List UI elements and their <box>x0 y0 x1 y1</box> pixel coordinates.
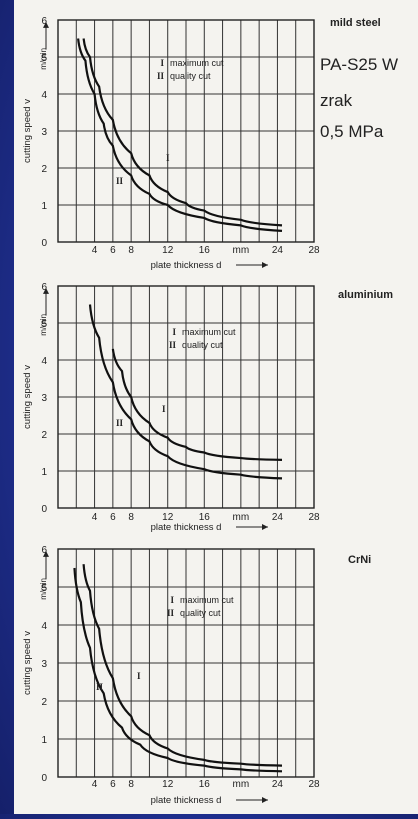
chart-1-x-axis-arrowhead <box>262 262 268 268</box>
chart-2-curve-mark-II: II <box>116 418 124 428</box>
chart-3-y-tick-2: 2 <box>41 697 47 708</box>
chart-2-curve-mark-I: I <box>162 404 166 414</box>
chart-1-legend-text-II: quality cut <box>170 71 211 81</box>
chart-2-legend-mark-I: I <box>172 327 176 337</box>
chart-2-y-tick-1: 1 <box>41 467 47 478</box>
chart-1-y-tick-6: 6 <box>41 16 47 27</box>
chart-1-x-tick-6: 24 <box>272 245 284 256</box>
chart-1-legend-text-I: maximum cut <box>170 58 224 68</box>
chart-3-plot-frame <box>57 548 315 778</box>
note-line-2: zrak <box>320 91 353 110</box>
chart-3-title: CrNi <box>348 554 371 566</box>
chart-2-x-tick-5: mm <box>233 512 250 523</box>
chart-3-y-tick-4: 4 <box>41 621 47 632</box>
chart-sheet: PA-S25 W zrak 0,5 MPa 0 1 2 3 4 5 6 4 6 8 12 16 mm 24… <box>14 0 418 814</box>
chart-1-y-tick-3: 3 <box>41 127 47 138</box>
chart-3-curve-mark-II: II <box>96 682 104 692</box>
chart-3-y-tick-5: 5 <box>41 583 47 594</box>
chart-3-x-tick-2: 8 <box>128 779 134 790</box>
chart-3-legend-text-I: maximum cut <box>180 595 234 605</box>
chart-1-y-unit-label: m/min <box>39 48 48 70</box>
chart-2-x-tick-1: 6 <box>110 512 116 523</box>
chart-2-y-tick-5: 5 <box>41 319 47 330</box>
chart-1-y-axis-arrowhead <box>43 21 49 28</box>
chart-3-series-I-line <box>82 564 283 767</box>
chart-1-x-tick-7: 28 <box>308 245 320 256</box>
note-line-3: 0,5 MPa <box>320 122 384 141</box>
chart-2-series-II-line <box>88 304 283 480</box>
note-line-1: PA-S25 W <box>320 55 398 74</box>
chart-3-x-tick-3: 12 <box>162 779 174 790</box>
chart-1-legend-mark-I: I <box>160 58 164 68</box>
chart-1-y-tick-0: 0 <box>41 238 47 249</box>
chart-3-y-axis-label: cutting speed v <box>22 631 33 695</box>
chart-2-x-tick-2: 8 <box>128 512 134 523</box>
chart-1-y-tick-4: 4 <box>41 90 47 101</box>
chart-1-x-tick-0: 4 <box>92 245 98 256</box>
chart-3-y-axis-arrowhead <box>43 550 49 557</box>
chart-1-series-II-line <box>77 38 283 232</box>
chart-2-series-I-line <box>111 348 283 461</box>
chart-3-x-tick-0: 4 <box>92 779 98 790</box>
chart-2-title: aluminium <box>338 289 393 301</box>
chart-1-x-tick-5: mm <box>233 245 250 256</box>
chart-3-x-tick-4: 16 <box>199 779 211 790</box>
chart-2-plot-frame <box>57 285 315 509</box>
chart-2-y-tick-2: 2 <box>41 430 47 441</box>
chart-1-x-tick-2: 8 <box>128 245 134 256</box>
chart-2-y-axis-label: cutting speed v <box>22 365 33 429</box>
chart-2-y-axis-arrowhead <box>43 287 49 294</box>
chart-3-legend-mark-I: I <box>170 595 174 605</box>
chart-1-x-tick-1: 6 <box>110 245 116 256</box>
chart-2-legend-mark-II: II <box>169 340 177 350</box>
chart-3-series-II-line <box>73 567 283 773</box>
chart-2-y-tick-6: 6 <box>41 282 47 293</box>
chart-1-legend-mark-II: II <box>157 71 165 81</box>
chart-2-x-axis-label: plate thickness d <box>151 522 222 533</box>
chart-1-title: mild steel <box>330 17 381 29</box>
chart-2-x-tick-4: 16 <box>199 512 211 523</box>
chart-1-x-axis-label: plate thickness d <box>151 260 222 271</box>
chart-2-legend-text-II: quality cut <box>182 340 223 350</box>
chart-3-x-tick-7: 28 <box>308 779 320 790</box>
chart-2-x-tick-6: 24 <box>272 512 284 523</box>
chart-2-x-tick-0: 4 <box>92 512 98 523</box>
chart-3-y-unit-label: m/min <box>39 578 48 600</box>
chart-1-x-tick-3: 12 <box>162 245 174 256</box>
chart-2-y-tick-0: 0 <box>41 504 47 515</box>
chart-3-curve-mark-I: I <box>137 671 141 681</box>
chart-3-x-axis-arrowhead <box>262 797 268 803</box>
chart-1-y-tick-1: 1 <box>41 201 47 212</box>
chart-3-x-tick-1: 6 <box>110 779 116 790</box>
chart-3-x-tick-5: mm <box>233 779 250 790</box>
chart-3-x-axis-label: plate thickness d <box>151 795 222 806</box>
chart-1-series-I-line <box>82 38 283 227</box>
chart-2-x-axis-arrowhead <box>262 524 268 530</box>
chart-3-y-tick-3: 3 <box>41 659 47 670</box>
chart-1-y-tick-2: 2 <box>41 164 47 175</box>
chart-2-legend-text-I: maximum cut <box>182 327 236 337</box>
chart-1-curve-mark-I: I <box>166 153 170 163</box>
chart-3-y-tick-6: 6 <box>41 545 47 556</box>
chart-3-y-tick-1: 1 <box>41 735 47 746</box>
chart-3-x-tick-6: 24 <box>272 779 284 790</box>
chart-1-y-axis-label: cutting speed v <box>22 99 33 163</box>
chart-3-legend-text-II: quality cut <box>180 608 221 618</box>
chart-2-x-tick-3: 12 <box>162 512 174 523</box>
chart-2-y-tick-4: 4 <box>41 356 47 367</box>
chart-3-y-tick-0: 0 <box>41 773 47 784</box>
chart-3-legend-mark-II: II <box>167 608 175 618</box>
chart-2-y-tick-3: 3 <box>41 393 47 404</box>
chart-1-curve-mark-II: II <box>116 176 124 186</box>
chart-2-x-tick-7: 28 <box>308 512 320 523</box>
chart-1-plot-frame <box>57 19 315 243</box>
chart-1-x-tick-4: 16 <box>199 245 211 256</box>
chart-1-y-tick-5: 5 <box>41 53 47 64</box>
chart-2-y-unit-label: m/min <box>39 314 48 336</box>
